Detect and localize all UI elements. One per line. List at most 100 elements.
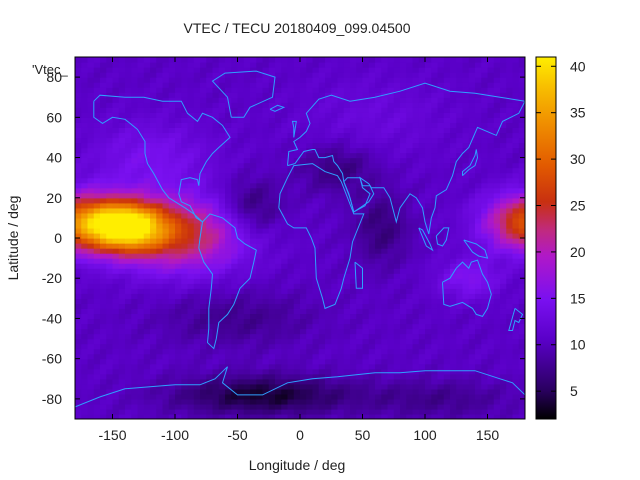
heatmap-cell bbox=[425, 177, 432, 184]
heatmap-cell bbox=[237, 358, 245, 365]
heatmap-cell bbox=[262, 318, 270, 325]
heatmap-cell bbox=[225, 338, 232, 345]
heatmap-cell bbox=[300, 212, 307, 219]
heatmap-cell bbox=[512, 212, 520, 219]
heatmap-cell bbox=[87, 273, 95, 279]
heatmap-cell bbox=[262, 107, 270, 113]
heatmap-cell bbox=[237, 363, 245, 370]
heatmap-cell bbox=[275, 192, 282, 199]
heatmap-cell bbox=[187, 243, 195, 249]
heatmap-cell bbox=[256, 162, 264, 169]
heatmap-cell bbox=[331, 253, 339, 259]
heatmap-cell bbox=[318, 358, 326, 365]
heatmap-cell bbox=[318, 152, 326, 159]
heatmap-cell bbox=[450, 122, 457, 128]
heatmap-cell bbox=[412, 293, 420, 299]
heatmap-cell bbox=[206, 343, 214, 350]
heatmap-cell bbox=[137, 313, 145, 320]
heatmap-cell bbox=[131, 202, 139, 209]
heatmap-cell bbox=[418, 192, 426, 199]
heatmap-cell bbox=[487, 77, 495, 83]
heatmap-cell bbox=[287, 413, 295, 419]
heatmap-cell bbox=[118, 97, 126, 103]
heatmap-cell bbox=[406, 248, 414, 254]
heatmap-cell bbox=[381, 102, 389, 108]
heatmap-cell bbox=[137, 268, 145, 274]
heatmap-cell bbox=[156, 258, 164, 264]
heatmap-cell bbox=[112, 353, 120, 360]
heatmap-cell bbox=[87, 413, 95, 419]
heatmap-cell bbox=[306, 157, 314, 164]
heatmap-cell bbox=[331, 142, 339, 149]
heatmap-cell bbox=[125, 222, 132, 229]
heatmap-cell bbox=[143, 368, 151, 375]
heatmap-cell bbox=[368, 258, 376, 264]
heatmap-cell bbox=[137, 263, 145, 269]
heatmap-cell bbox=[356, 303, 364, 309]
heatmap-cell bbox=[506, 92, 514, 98]
heatmap-cell bbox=[375, 263, 382, 269]
heatmap-cell bbox=[118, 167, 126, 174]
heatmap-cell bbox=[393, 358, 401, 365]
heatmap-cell bbox=[87, 137, 95, 144]
heatmap-cell bbox=[162, 122, 170, 128]
heatmap-cell bbox=[437, 222, 445, 229]
heatmap-cell bbox=[150, 273, 157, 279]
heatmap-cell bbox=[443, 182, 451, 189]
heatmap-cell bbox=[487, 378, 495, 385]
heatmap-cell bbox=[212, 383, 220, 390]
heatmap-cell bbox=[225, 102, 232, 108]
heatmap-cell bbox=[518, 298, 525, 304]
heatmap-cell bbox=[212, 303, 220, 309]
heatmap-cell bbox=[512, 258, 520, 264]
heatmap-cell bbox=[456, 207, 464, 214]
heatmap-cell bbox=[506, 298, 514, 304]
heatmap-cell bbox=[475, 328, 482, 335]
heatmap-cell bbox=[375, 107, 382, 113]
heatmap-cell bbox=[381, 238, 389, 244]
heatmap-cell bbox=[456, 348, 464, 355]
heatmap-cell bbox=[150, 323, 157, 330]
heatmap-cell bbox=[387, 248, 395, 254]
heatmap-cell bbox=[243, 197, 251, 204]
heatmap-cell bbox=[218, 353, 226, 360]
heatmap-cell bbox=[318, 172, 326, 179]
heatmap-cell bbox=[225, 222, 232, 229]
heatmap-cell bbox=[75, 413, 82, 419]
heatmap-cell bbox=[275, 268, 282, 274]
heatmap-cell bbox=[150, 167, 157, 174]
heatmap-cell bbox=[212, 187, 220, 194]
heatmap-cell bbox=[350, 413, 357, 419]
heatmap-cell bbox=[356, 403, 364, 410]
heatmap-cell bbox=[412, 112, 420, 118]
heatmap-cell bbox=[506, 87, 514, 93]
heatmap-cell bbox=[150, 137, 157, 144]
heatmap-cell bbox=[312, 197, 320, 204]
heatmap-cell bbox=[225, 388, 232, 395]
heatmap-cell bbox=[425, 268, 432, 274]
heatmap-cell bbox=[193, 97, 201, 103]
heatmap-cell bbox=[293, 273, 301, 279]
heatmap-cell bbox=[425, 127, 432, 134]
heatmap-cell bbox=[243, 217, 251, 224]
heatmap-cell bbox=[412, 273, 420, 279]
heatmap-cell bbox=[318, 258, 326, 264]
heatmap-cell bbox=[87, 182, 95, 189]
heatmap-cell bbox=[75, 293, 82, 299]
heatmap-cell bbox=[250, 328, 257, 335]
heatmap-cell bbox=[518, 127, 525, 134]
heatmap-cell bbox=[493, 132, 501, 139]
heatmap-cell bbox=[206, 273, 214, 279]
heatmap-cell bbox=[81, 97, 89, 103]
heatmap-cell bbox=[156, 268, 164, 274]
heatmap-cell bbox=[187, 378, 195, 385]
heatmap-cell bbox=[343, 77, 351, 83]
heatmap-cell bbox=[150, 117, 157, 123]
heatmap-cell bbox=[406, 363, 414, 370]
heatmap-cell bbox=[256, 92, 264, 98]
heatmap-cell bbox=[406, 137, 414, 144]
heatmap-cell bbox=[131, 117, 139, 123]
heatmap-cell bbox=[175, 338, 182, 345]
heatmap-cell bbox=[87, 378, 95, 385]
heatmap-cell bbox=[393, 373, 401, 380]
